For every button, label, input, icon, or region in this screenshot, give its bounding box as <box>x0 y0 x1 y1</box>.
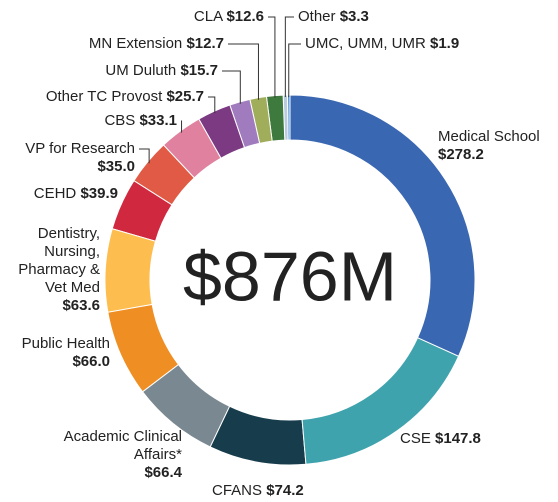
slice-label: MN Extension $12.7 <box>64 35 224 53</box>
category-name: Academic Clinical Affairs* <box>63 428 182 463</box>
slice <box>198 104 246 159</box>
value-label: $63.6 <box>62 297 100 314</box>
slice-label: Dentistry, Nursing, Pharmacy & Vet Med $… <box>10 225 100 315</box>
slice-label: CFANS $74.2 <box>212 482 332 500</box>
value-label: $15.7 <box>180 62 218 79</box>
category-name: CBS <box>104 112 136 129</box>
slice <box>301 336 460 465</box>
category-name: Other <box>298 8 336 25</box>
slice-label: UM Duluth $15.7 <box>58 62 218 80</box>
category-name: Dentistry, Nursing, Pharmacy & Vet Med <box>18 225 100 296</box>
slice <box>162 118 222 179</box>
leader-line <box>284 16 294 98</box>
slice <box>229 98 261 149</box>
slice-label: Other TC Provost $25.7 <box>4 88 204 106</box>
value-label: $33.1 <box>139 112 177 129</box>
slice-label: Medical School $278.2 <box>438 128 558 164</box>
leader-line <box>139 148 150 164</box>
slice-label: CLA $12.6 <box>144 8 264 26</box>
slice <box>289 94 476 357</box>
slice <box>104 228 157 313</box>
category-name: CFANS <box>212 482 263 499</box>
slice-label: UMC, UMM, UMR $1.9 <box>305 35 505 53</box>
slice <box>141 363 231 448</box>
category-name: UMC, UMM, UMR <box>305 35 426 52</box>
value-label: $74.2 <box>266 482 304 499</box>
value-label: $25.7 <box>166 88 204 105</box>
category-name: Other TC Provost <box>45 88 163 105</box>
category-name: Medical School <box>438 128 540 145</box>
slice <box>111 179 173 242</box>
category-name: CLA <box>193 8 223 25</box>
leader-line <box>208 96 216 114</box>
center-label: $876M <box>183 237 397 315</box>
value-label: $12.6 <box>226 8 264 25</box>
slice <box>209 405 307 466</box>
slice-label: Academic Clinical Affairs* $66.4 <box>37 428 182 482</box>
slice-label: CBS $33.1 <box>57 112 177 130</box>
leader-line <box>288 43 301 98</box>
leader-line <box>181 120 183 133</box>
slice-label: Public Health $66.0 <box>0 335 110 371</box>
value-label: $35.0 <box>97 158 135 175</box>
value-label: $66.0 <box>72 353 110 370</box>
slice-label: CSE $147.8 <box>400 430 550 448</box>
value-label: $66.4 <box>144 464 182 481</box>
slice <box>249 95 273 144</box>
leader-line <box>222 70 241 104</box>
category-name: Public Health <box>21 335 110 352</box>
slice-label: Other $3.3 <box>298 8 418 26</box>
value-label: $1.9 <box>430 35 460 52</box>
leader-line <box>268 16 276 98</box>
value-label: $39.9 <box>80 185 118 202</box>
category-name: MN Extension <box>88 35 183 52</box>
value-label: $12.7 <box>186 35 224 52</box>
value-label: $278.2 <box>438 146 484 163</box>
slice-label: VP for Research $35.0 <box>0 140 135 176</box>
value-label: $147.8 <box>435 430 481 447</box>
category-name: CSE <box>400 430 431 447</box>
leader-line <box>228 43 259 100</box>
category-name: UM Duluth <box>105 62 177 79</box>
category-name: CEHD <box>33 185 77 202</box>
slice-label: CEHD $39.9 <box>0 185 118 203</box>
value-label: $3.3 <box>339 8 369 25</box>
slice <box>107 303 180 393</box>
category-name: VP for Research <box>25 140 135 157</box>
